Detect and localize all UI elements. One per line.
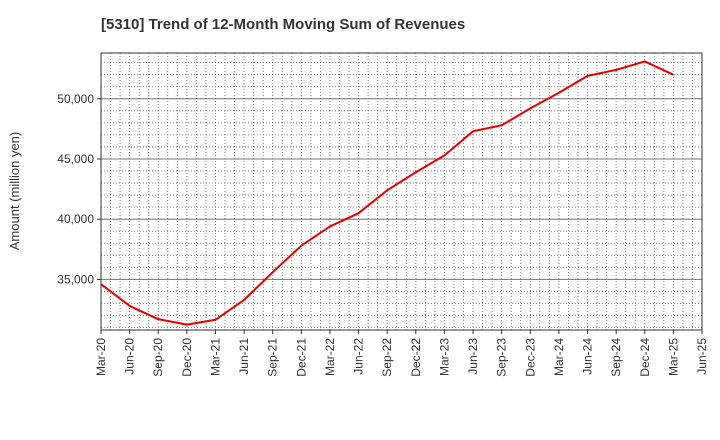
x-tick-label: Dec-24 xyxy=(638,338,652,377)
y-tick-label: 45,000 xyxy=(57,152,94,166)
x-tick-label: Dec-20 xyxy=(180,338,194,377)
x-tick-label: Mar-25 xyxy=(666,338,680,376)
x-tick-label: Dec-22 xyxy=(409,338,423,377)
x-tick-label: Jun-24 xyxy=(581,338,595,375)
x-tick-label: Jun-20 xyxy=(123,338,137,375)
x-tick-label: Jun-21 xyxy=(237,338,251,375)
plot-frame xyxy=(100,52,703,331)
chart-title: [5310] Trend of 12-Month Moving Sum of R… xyxy=(101,16,466,33)
y-axis-title: Amount (million yen) xyxy=(7,132,22,251)
x-tick-label: Jun-23 xyxy=(466,338,480,375)
revenue-series-line xyxy=(100,60,674,326)
x-tick-label: Dec-23 xyxy=(523,338,537,377)
x-tick-label: Jun-25 xyxy=(695,338,709,375)
y-tick-label: 35,000 xyxy=(57,272,94,286)
y-tick-label: 40,000 xyxy=(57,212,94,226)
x-tick-label: Sep-23 xyxy=(495,338,509,377)
x-tick-label: Sep-24 xyxy=(609,338,623,377)
x-tick-label: Dec-21 xyxy=(294,338,308,377)
x-tick-label: Sep-22 xyxy=(380,338,394,377)
y-axis-ticks: 35,000 40,000 45,000 50,000 xyxy=(57,92,101,286)
x-axis-ticks: Mar-20 Jun-20 Sep-20 Dec-20 Mar-21 Jun-21 Sep-… xyxy=(94,330,709,377)
x-tick-label: Mar-22 xyxy=(323,338,337,376)
x-tick-label: Jun-22 xyxy=(352,338,366,375)
y-tick-label: 50,000 xyxy=(57,92,94,106)
x-tick-label: Mar-21 xyxy=(208,338,222,376)
x-tick-label: Sep-21 xyxy=(266,338,280,377)
x-tick-label: Mar-23 xyxy=(437,338,451,376)
x-tick-label: Sep-20 xyxy=(151,338,165,377)
grid-lines xyxy=(101,53,702,330)
plot-background xyxy=(101,53,702,330)
x-tick-label: Mar-24 xyxy=(552,338,566,376)
x-tick-label: Mar-20 xyxy=(94,338,108,376)
